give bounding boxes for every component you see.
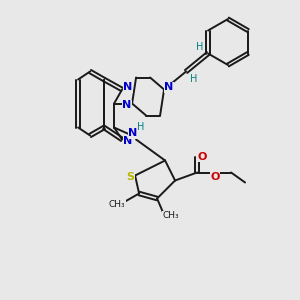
Text: N: N	[124, 136, 133, 146]
Text: N: N	[164, 82, 174, 92]
Text: N: N	[122, 100, 132, 110]
Text: O: O	[210, 172, 220, 182]
Text: CH₃: CH₃	[163, 211, 179, 220]
Text: S: S	[126, 172, 134, 182]
Text: H: H	[137, 122, 145, 131]
Text: CH₃: CH₃	[109, 200, 125, 209]
Text: N: N	[124, 82, 133, 92]
Text: H: H	[190, 74, 198, 83]
Text: H: H	[196, 41, 204, 52]
Text: O: O	[197, 152, 207, 161]
Text: N: N	[128, 128, 138, 139]
